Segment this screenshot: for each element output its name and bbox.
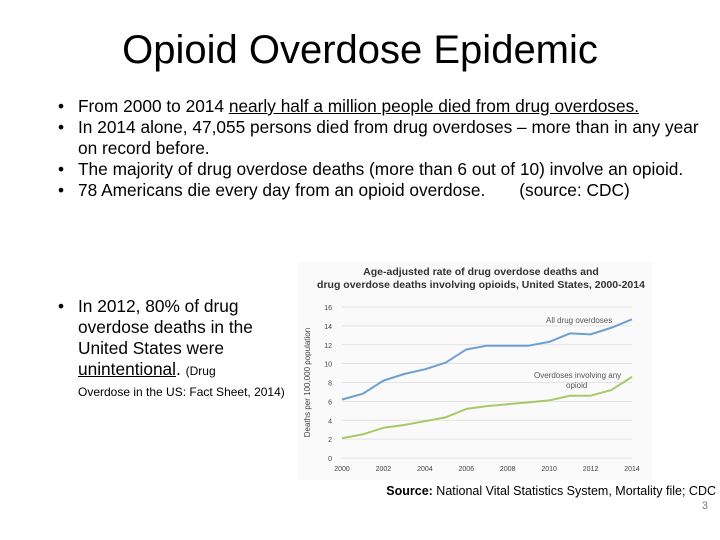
source-text: National Vital Statistics System, Mortal… xyxy=(432,484,716,498)
bullet-text: The majority of drug overdose deaths (mo… xyxy=(78,159,684,179)
bullet-item: 78 Americans die every day from an opioi… xyxy=(56,180,706,201)
slide-number: 3 xyxy=(701,500,708,512)
chart-source: Source: National Vital Statistics System… xyxy=(330,484,716,498)
bullet-item: In 2012, 80% of drug overdose deaths in … xyxy=(56,296,286,401)
bullet-text: In 2014 alone, 47,055 persons died from … xyxy=(78,117,699,158)
bullet-text: In 2012, 80% of drug overdose deaths in … xyxy=(78,296,253,358)
chart-background xyxy=(298,262,652,480)
bullet-source: (source: CDC) xyxy=(519,180,630,200)
bullet-text: 78 Americans die every day from an opioi… xyxy=(78,180,486,200)
slide-title: Opioid Overdose Epidemic xyxy=(122,28,598,72)
side-bullet-list: In 2012, 80% of drug overdose deaths in … xyxy=(56,296,286,401)
chart-title: Age-adjusted rate of drug overdose death… xyxy=(316,266,646,292)
bullet-citation: (Drug xyxy=(185,364,216,378)
bullet-text-tail: . xyxy=(176,359,186,379)
bullet-text: From 2000 to 2014 xyxy=(78,96,229,116)
chart-title-line1: Age-adjusted rate of drug overdose death… xyxy=(363,266,599,278)
bullet-underlined-text: nearly half a million people died from d… xyxy=(228,96,640,116)
bullet-item: The majority of drug overdose deaths (mo… xyxy=(56,159,706,180)
source-label: Source: xyxy=(386,484,433,498)
bullet-underlined-text: unintentional xyxy=(78,359,177,379)
bullet-item: In 2014 alone, 47,055 persons died from … xyxy=(56,117,706,159)
chart-title-line2: drug overdose deaths involving opioids, … xyxy=(317,279,645,291)
bullet-citation-cont: Overdose in the US: Fact Sheet, 2014) xyxy=(78,385,285,399)
bullet-item: From 2000 to 2014 nearly half a million … xyxy=(56,96,706,117)
main-bullet-list: From 2000 to 2014 nearly half a million … xyxy=(56,96,706,201)
